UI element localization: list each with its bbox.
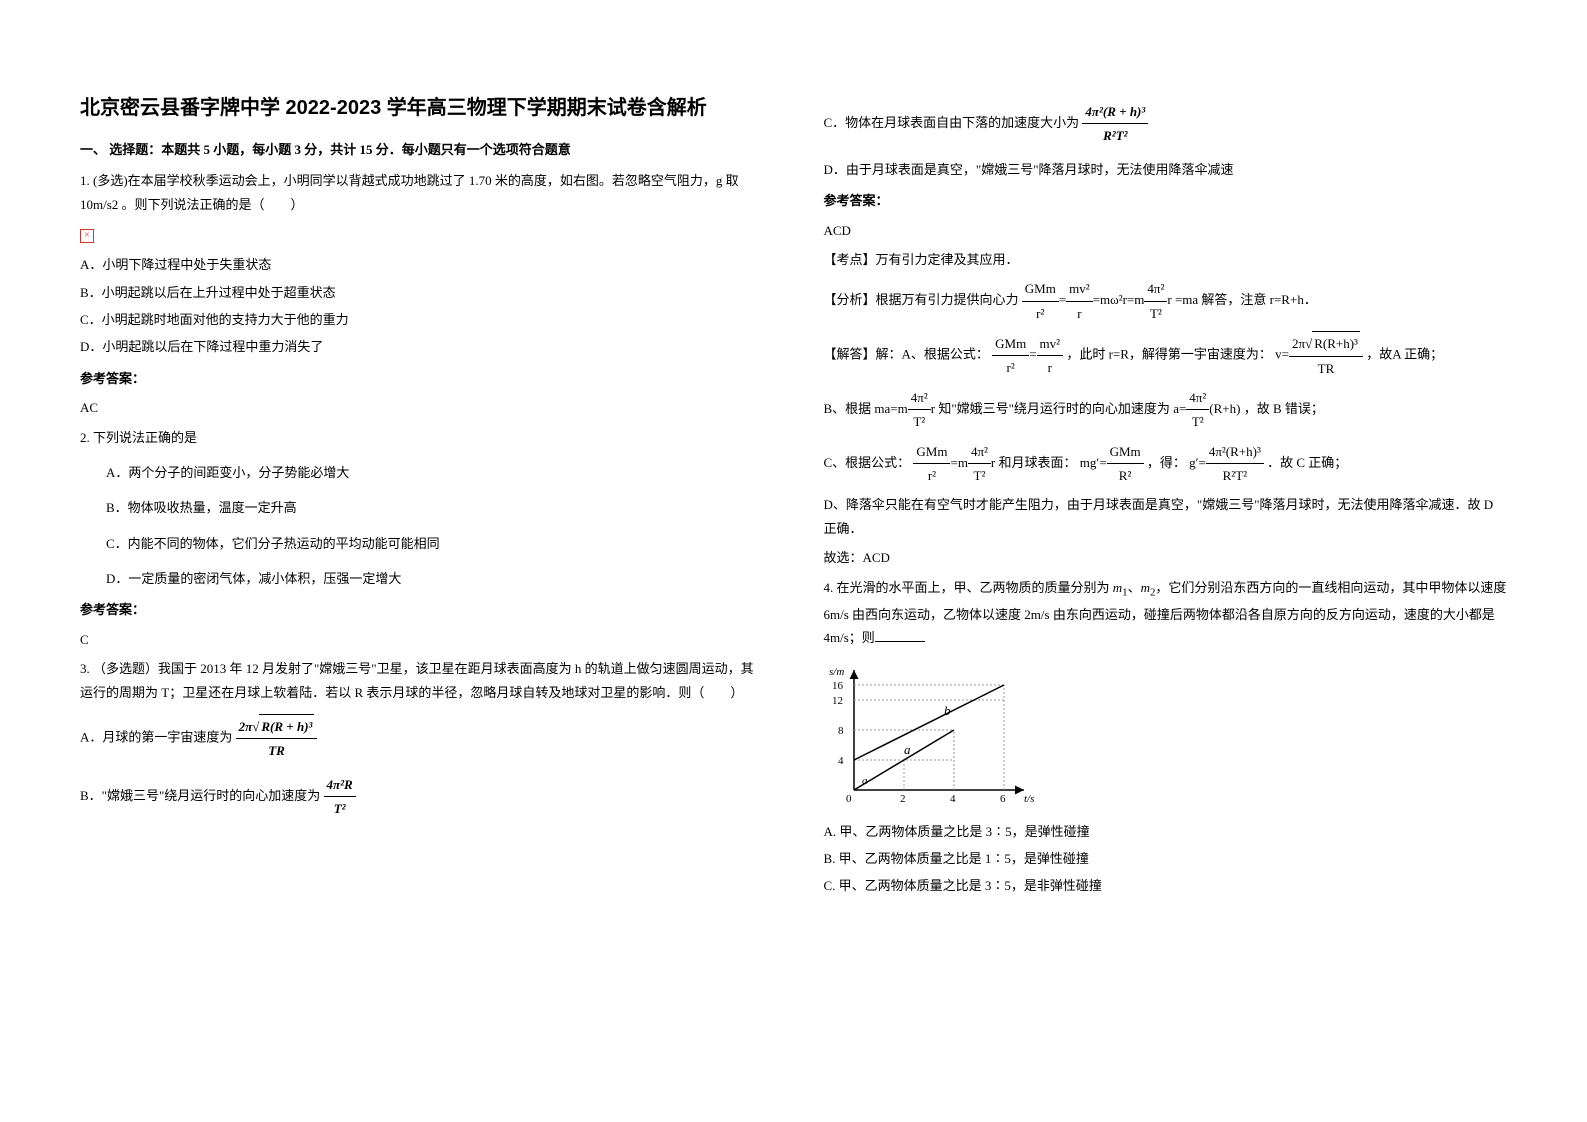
svg-text:4: 4 bbox=[950, 793, 956, 805]
q1-answer: AC bbox=[80, 396, 764, 419]
svg-text:2: 2 bbox=[900, 793, 906, 805]
q3-exp-b: B、根据 ma=m4π²T²r 知"嫦娥三号"绕月运行时的向心加速度为 a=4π… bbox=[824, 386, 1508, 434]
answer-label: 参考答案： bbox=[80, 367, 764, 390]
answer-label: 参考答案： bbox=[80, 598, 764, 621]
answer-label: 参考答案： bbox=[824, 189, 1508, 212]
svg-text:6: 6 bbox=[1000, 793, 1006, 805]
q2-opt-d: D．一定质量的密闭气体，减小体积，压强一定增大 bbox=[106, 567, 764, 590]
q3-jieda-a: 【解答】解：A、根据公式： GMmr²=mv²r ，此时 r=R，解得第一宇宙速… bbox=[824, 331, 1508, 380]
q1-opt-b: B．小明起跳以后在上升过程中处于超重状态 bbox=[80, 281, 764, 304]
svg-text:b: b bbox=[944, 703, 951, 718]
q4-graph: s/m 4 8 12 16 0 2 4 6 t/s a b a bbox=[824, 660, 1044, 810]
broken-image-icon: × bbox=[80, 229, 94, 243]
svg-text:s/m: s/m bbox=[829, 666, 844, 678]
svg-text:a: a bbox=[862, 775, 868, 787]
svg-text:12: 12 bbox=[832, 695, 843, 707]
q3-exp-c: C、根据公式： GMmr²=m4π²T²r 和月球表面： mg′=GMmR² ，… bbox=[824, 440, 1508, 488]
q4-opt-a: A. 甲、乙两物体质量之比是 3∶5，是弹性碰撞 bbox=[824, 820, 1508, 843]
q3-opt-c: C．物体在月球表面自由下落的加速度大小为 4π²(R + h)³ R²T² bbox=[824, 100, 1508, 148]
q3-fenxi: 【分析】根据万有引力提供向心力 GMmr²=mv²r=mω²r=m4π²T²r … bbox=[824, 277, 1508, 325]
svg-text:4: 4 bbox=[838, 755, 844, 767]
svg-text:16: 16 bbox=[832, 680, 844, 692]
q3-exp-d: D、降落伞只能在有空气时才能产生阻力，由于月球表面是真空，"嫦娥三号"降落月球时… bbox=[824, 493, 1508, 540]
q1-opt-d: D．小明起跳以后在下降过程中重力消失了 bbox=[80, 335, 764, 358]
page-title: 北京密云县番字牌中学 2022-2023 学年高三物理下学期期末试卷含解析 bbox=[80, 90, 764, 126]
q3-stem: 3. （多选题）我国于 2013 年 12 月发射了"嫦娥三号"卫星，该卫星在距… bbox=[80, 657, 764, 704]
q1-stem: 1. (多选)在本届学校秋季运动会上，小明同学以背越式成功地跳过了 1.70 米… bbox=[80, 169, 764, 216]
q3-answer: ACD bbox=[824, 219, 1508, 242]
svg-text:t/s: t/s bbox=[1024, 793, 1034, 805]
q3-kaodian: 【考点】万有引力定律及其应用． bbox=[824, 248, 1508, 271]
q1-opt-c: C．小明起跳时地面对他的支持力大于他的重力 bbox=[80, 308, 764, 331]
q3-opt-d: D．由于月球表面是真空，"嫦娥三号"降落月球时，无法使用降落伞减速 bbox=[824, 158, 1508, 181]
section-heading: 一、 选择题：本题共 5 小题，每小题 3 分，共计 15 分．每小题只有一个选… bbox=[80, 138, 764, 161]
q2-opt-a: A．两个分子的间距变小，分子势能必增大 bbox=[106, 461, 764, 484]
q3-guxuan: 故选：ACD bbox=[824, 546, 1508, 569]
svg-text:a: a bbox=[904, 742, 911, 757]
q2-stem: 2. 下列说法正确的是 bbox=[80, 426, 764, 449]
q2-opt-b: B．物体吸收热量，温度一定升高 bbox=[106, 496, 764, 519]
q3-opt-b: B．"嫦娥三号"绕月运行时的向心加速度为 4π²R T² bbox=[80, 773, 764, 821]
q4-opt-c: C. 甲、乙两物体质量之比是 3∶5，是非弹性碰撞 bbox=[824, 874, 1508, 897]
q1-opt-a: A．小明下降过程中处于失重状态 bbox=[80, 253, 764, 276]
q4-opt-b: B. 甲、乙两物体质量之比是 1∶5，是弹性碰撞 bbox=[824, 847, 1508, 870]
q2-opt-c: C．内能不同的物体，它们分子热运动的平均动能可能相同 bbox=[106, 532, 764, 555]
svg-text:8: 8 bbox=[838, 725, 844, 737]
q3-opt-a: A．月球的第一宇宙速度为 2πR(R + h)³ TR bbox=[80, 714, 764, 763]
q2-answer: C bbox=[80, 628, 764, 651]
q4-stem: 4. 在光滑的水平面上，甲、乙两物质的质量分别为 m1、m2，它们分别沿东西方向… bbox=[824, 576, 1508, 650]
svg-text:0: 0 bbox=[846, 793, 852, 805]
